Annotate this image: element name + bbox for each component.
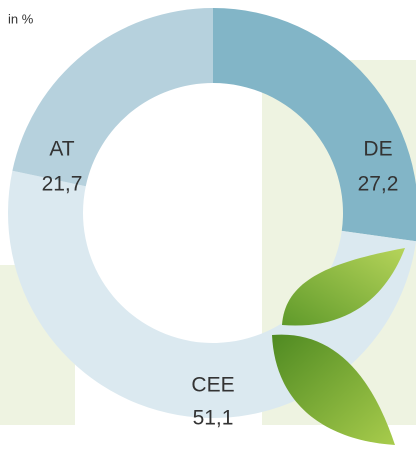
value-label: 21,7 [42, 173, 83, 196]
leaf [272, 334, 395, 445]
slice-label: DE [363, 138, 392, 161]
slice [12, 8, 213, 187]
slice-label: AT [49, 138, 74, 161]
slice [213, 8, 416, 242]
slice-label: CEE [191, 374, 234, 397]
value-label: 27,2 [358, 173, 399, 196]
value-label: 51,1 [193, 407, 234, 430]
subtitle: in % [8, 11, 34, 26]
leaf [282, 248, 405, 326]
